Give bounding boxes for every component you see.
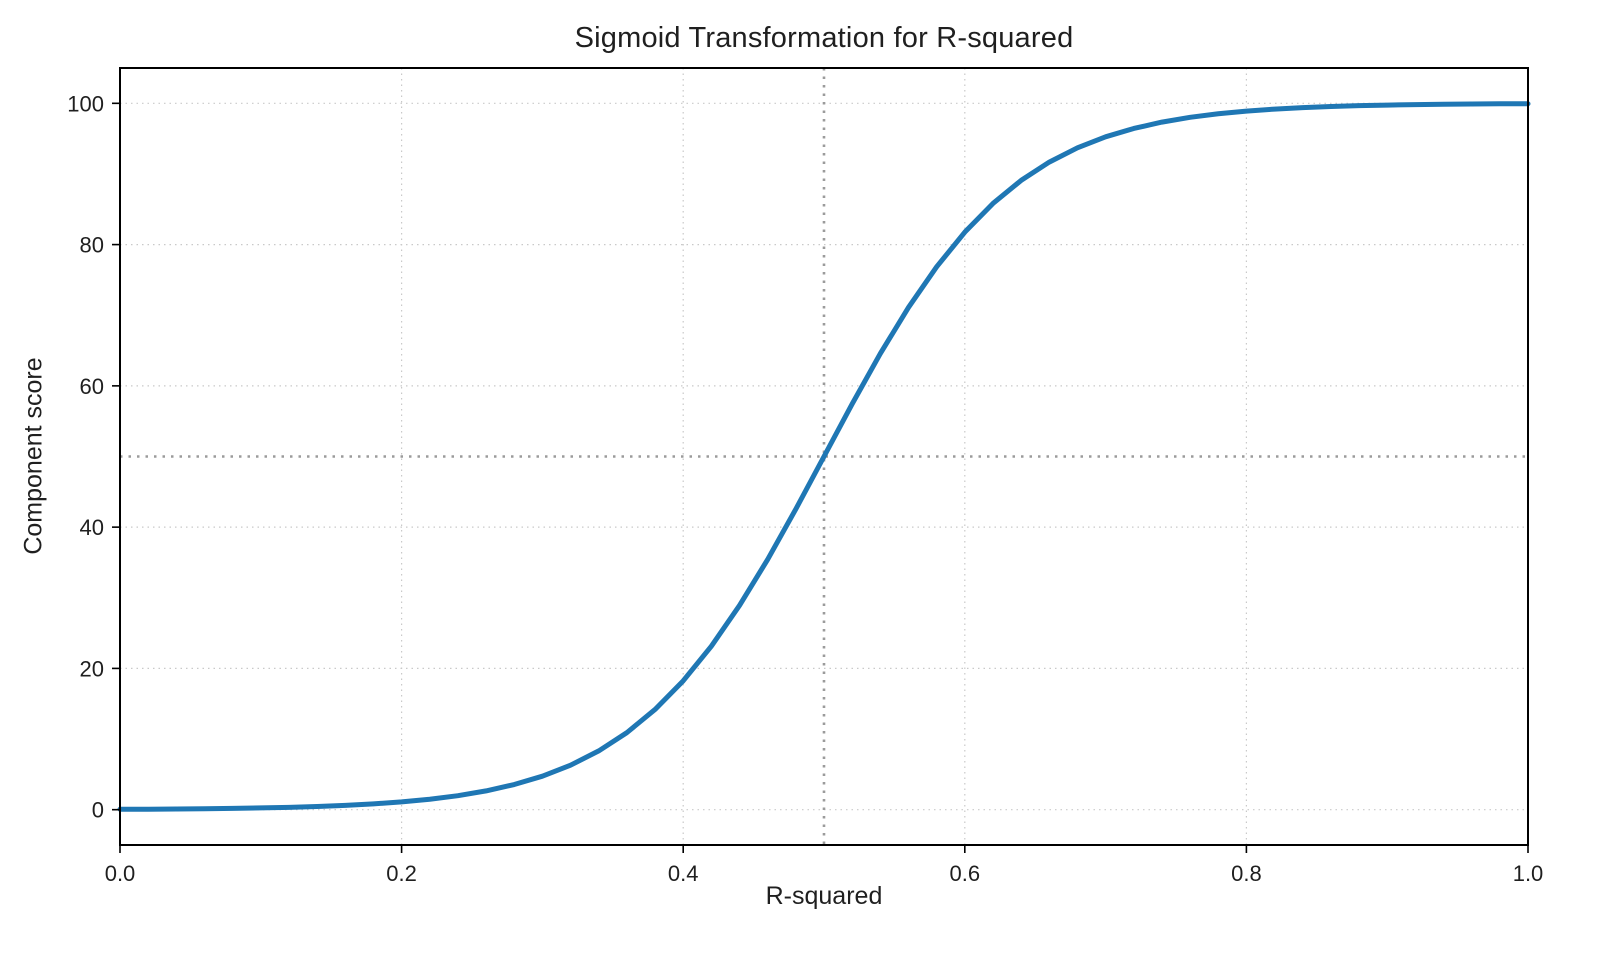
x-axis-label: R-squared: [765, 882, 883, 910]
x-tick-label: 0.2: [386, 861, 417, 886]
y-tick-label: 100: [67, 91, 104, 116]
y-axis-label: Component score: [19, 357, 48, 555]
y-tick-label: 20: [80, 656, 104, 681]
y-tick-label: 60: [80, 374, 104, 399]
y-tick-label: 40: [80, 515, 104, 540]
x-tick-label: 0.6: [950, 861, 981, 886]
reference-lines: [120, 68, 1528, 845]
sigmoid-curve: [117, 101, 1531, 812]
y-tick-label: 0: [92, 798, 104, 823]
tick-labels: 0.0 0.2 0.4 0.6 0.8 1.0 0 20 40 60 80 100: [67, 91, 1543, 886]
y-tick-label: 80: [80, 233, 104, 258]
x-tick-label: 1.0: [1513, 861, 1544, 886]
chart-title: Sigmoid Transformation for R-squared: [574, 22, 1074, 54]
plot-spines: [119, 67, 1529, 846]
tick-marks: [112, 102, 1529, 853]
x-tick-label: 0.0: [105, 861, 136, 886]
x-tick-label: 0.8: [1231, 861, 1262, 886]
x-tick-label: 0.4: [668, 861, 699, 886]
